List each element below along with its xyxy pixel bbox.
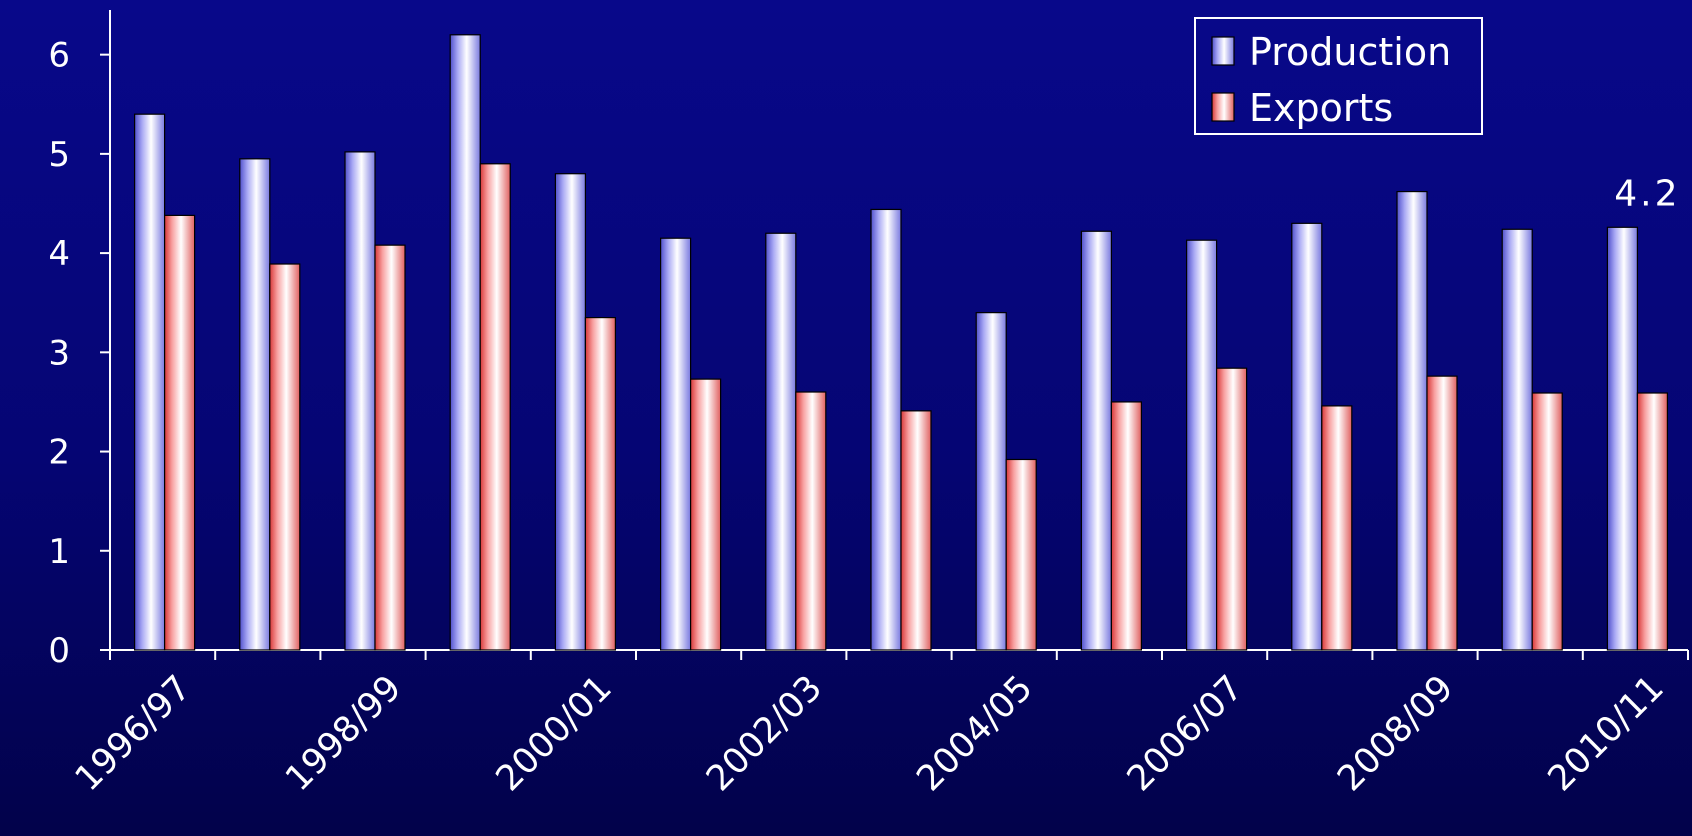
bar-production: [975, 312, 1007, 651]
bar-production: [1606, 226, 1639, 651]
bar-production: [1291, 222, 1323, 651]
bar-production: [1185, 239, 1218, 651]
legend-label-production: Production: [1249, 30, 1451, 74]
bar-production: [134, 113, 166, 651]
bar-production: [239, 158, 271, 651]
x-tick-label: 2006/07: [1120, 668, 1251, 799]
y-tick-label: 3: [48, 333, 70, 373]
bar-exports: [479, 163, 511, 651]
bar-exports: [374, 244, 406, 651]
bar-production: [1080, 230, 1113, 651]
x-tick-label: 1998/99: [278, 668, 409, 799]
bar-exports: [795, 391, 827, 651]
x-tick-label: 2000/01: [489, 668, 620, 799]
bar-production: [1396, 190, 1428, 651]
bar-production: [344, 151, 376, 651]
bar-exports: [1426, 375, 1458, 651]
y-tick-label: 0: [48, 631, 70, 671]
y-tick-label: 2: [48, 433, 70, 473]
bar-exports: [1321, 405, 1353, 651]
bar-production: [1501, 228, 1533, 651]
legend-swatch-production: [1211, 36, 1235, 66]
bars: [134, 34, 1669, 651]
bar-exports: [1005, 458, 1037, 651]
x-tick-label: 2010/11: [1541, 668, 1672, 799]
bar-exports: [900, 410, 932, 651]
bar-exports: [269, 263, 301, 651]
legend-label-exports: Exports: [1249, 86, 1393, 130]
bar-exports: [1110, 401, 1143, 651]
y-tick-label: 6: [48, 36, 70, 76]
bar-exports: [1531, 392, 1563, 651]
bar-exports: [1215, 367, 1248, 651]
bar-exports: [164, 214, 196, 651]
bar-production: [765, 232, 797, 651]
data-label: 4.2: [1614, 173, 1680, 214]
legend-swatch-exports: [1211, 92, 1235, 122]
x-tick-label: 1996/97: [68, 668, 199, 799]
bar-exports: [689, 378, 722, 651]
bar-production: [449, 34, 481, 651]
legend: Production Exports: [1194, 17, 1483, 135]
y-tick-label: 4: [48, 234, 70, 274]
legend-box: [1194, 17, 1483, 135]
x-tick-label: 2004/05: [909, 668, 1040, 799]
x-tick-label: 2002/03: [699, 668, 830, 799]
y-tick-label: 5: [48, 135, 70, 175]
bar-exports: [1636, 392, 1669, 651]
bar-production: [870, 208, 902, 651]
bar-production: [554, 173, 587, 651]
y-tick-label: 1: [48, 532, 70, 572]
bar-production: [659, 237, 692, 651]
bar-exports: [584, 316, 617, 651]
x-tick-label: 2008/09: [1330, 668, 1461, 799]
